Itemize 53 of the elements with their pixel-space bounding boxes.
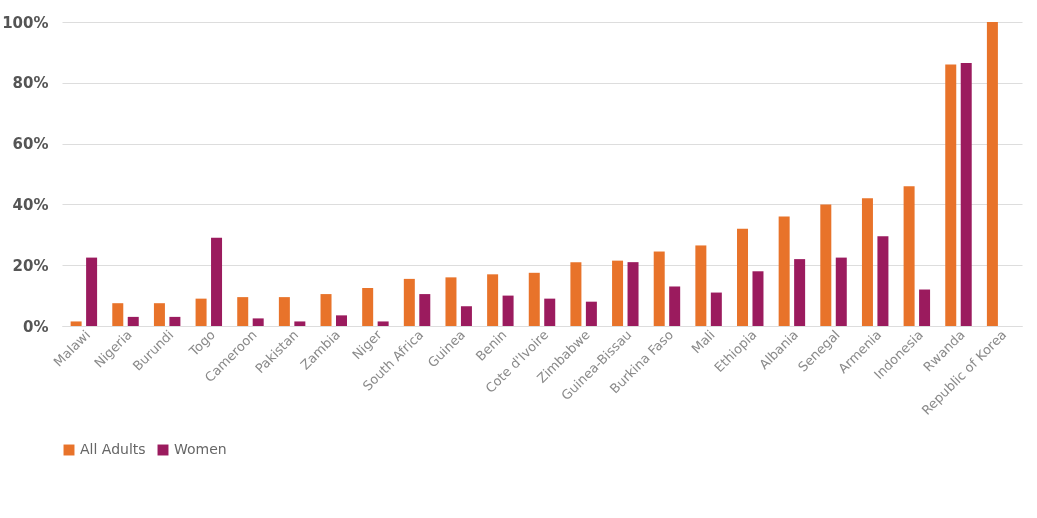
- y-tick-label: 60%: [12, 135, 49, 154]
- bar: [627, 262, 639, 326]
- bar: [737, 228, 749, 326]
- bar: [252, 318, 264, 326]
- bar: [169, 316, 181, 326]
- legend-label: Women: [174, 441, 227, 457]
- bar: [112, 303, 124, 326]
- bar: [945, 64, 957, 326]
- bar: [320, 294, 332, 326]
- bar: [752, 271, 764, 326]
- bar: [70, 321, 82, 326]
- bar: [570, 262, 582, 326]
- bar: [669, 286, 681, 326]
- bar: [960, 63, 972, 326]
- bar: [820, 204, 832, 326]
- bar: [419, 294, 431, 326]
- bar: [362, 288, 374, 326]
- bar: [903, 186, 915, 326]
- bar: [544, 298, 556, 326]
- bar: [211, 237, 223, 326]
- bar: [127, 316, 139, 326]
- bar: [778, 216, 790, 326]
- bar: [335, 315, 347, 326]
- bar: [710, 292, 722, 326]
- bar: [695, 245, 707, 326]
- bar: [986, 22, 998, 326]
- bar: [794, 259, 806, 326]
- y-tick-label: 80%: [12, 74, 49, 93]
- bar: [528, 272, 540, 326]
- bar: [195, 298, 207, 326]
- bar: [487, 274, 499, 326]
- y-tick-label: 40%: [12, 195, 49, 214]
- bar: [294, 321, 306, 326]
- bar: [502, 295, 514, 326]
- y-tick-label: 100%: [2, 13, 49, 32]
- bar: [835, 257, 847, 326]
- bar: [919, 289, 931, 326]
- bar: [653, 251, 665, 326]
- bar: [237, 297, 249, 326]
- bar: [877, 236, 889, 326]
- legend-label: All Adults: [80, 441, 146, 457]
- bar: [377, 321, 389, 326]
- bar: [445, 277, 457, 326]
- y-tick-label: 0%: [23, 317, 49, 336]
- bar: [460, 306, 472, 326]
- y-tick-label: 20%: [12, 256, 49, 275]
- bar: [612, 260, 624, 326]
- bar: [403, 278, 415, 326]
- bar: [86, 257, 98, 326]
- bar: [278, 297, 290, 326]
- bar: [585, 301, 597, 326]
- bar: [153, 303, 165, 326]
- bar: [861, 198, 873, 326]
